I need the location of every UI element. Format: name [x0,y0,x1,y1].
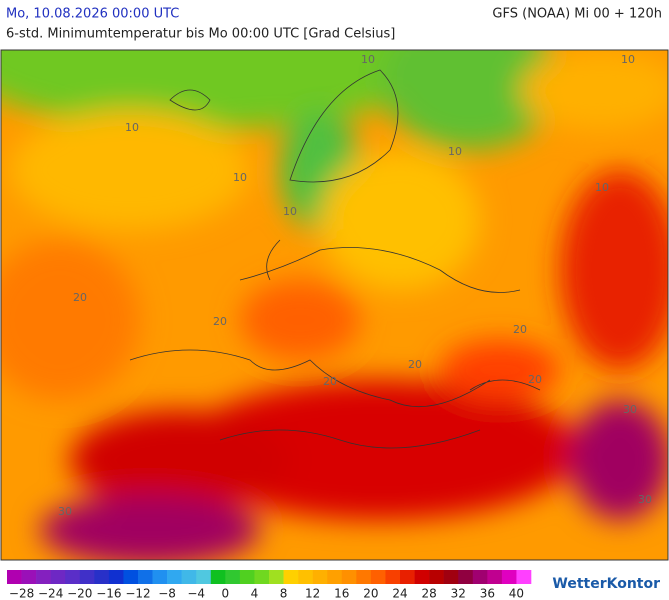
legend: −28 −24 −20 −16 −12 −8 −4 0 4 8 12 16 20 24 28 32 36 40 [7,570,532,600]
legend-swatch [94,570,110,584]
legend-swatch [341,570,357,584]
legend-label: 24 [392,587,407,600]
legend-swatch [50,570,66,584]
contour-label: 10 [448,145,462,158]
legend-swatch [254,570,270,584]
legend-label: 20 [363,587,378,600]
legend-swatch [385,570,401,584]
legend-label: −16 [96,587,121,600]
legend-swatch [312,570,328,584]
legend-label: −12 [125,587,150,600]
contour-label: 10 [125,121,139,134]
legend-swatch [370,570,386,584]
legend-swatch [400,570,415,584]
legend-swatch [123,570,139,584]
legend-label: −8 [158,587,176,600]
legend-label: 36 [480,587,495,600]
legend-swatch [429,570,444,584]
contour-label: 30 [58,505,72,518]
subtitle: 6-std. Minimumtemperatur bis Mo 00:00 UT… [6,27,395,42]
legend-label: −4 [187,587,205,600]
legend-swatch [487,570,503,584]
map-frame [0,49,669,561]
legend-label: 0 [222,587,230,600]
legend-swatch [458,570,474,584]
legend-swatch [138,570,153,584]
contour-label: 10 [233,171,247,184]
legend-swatch [79,570,95,584]
legend-label: 28 [421,587,436,600]
legend-swatch [210,570,226,584]
legend-swatch [7,570,22,584]
legend-swatch [239,570,255,584]
date: Mo, 10.08.2026 00:00 UTC [6,7,179,22]
contour-label: 20 [323,375,337,388]
legend-swatch [21,570,37,584]
legend-label: −20 [67,587,92,600]
legend-swatch [298,570,313,584]
legend-swatch [152,570,168,584]
legend-swatch [225,570,241,584]
legend-swatch [167,570,182,584]
contour-label: 10 [283,205,297,218]
contour-label: 20 [528,373,542,386]
legend-label: 4 [251,587,259,600]
legend-swatch [196,570,212,584]
contour-label: 20 [408,358,422,371]
contour-label: 20 [513,323,527,336]
legend-swatch [443,570,459,584]
legend-swatch [65,570,81,584]
logo: WetterKontor [552,576,660,592]
legend-swatch [108,570,124,584]
map [1,50,668,560]
legend-label: −24 [38,587,63,600]
legend-swatch [269,570,284,584]
legend-swatch [414,570,430,584]
legend-swatch [36,570,51,584]
contour-label: 10 [595,181,609,194]
legend-swatch [181,570,197,584]
contour-label: 10 [361,53,375,66]
legend-label: −28 [9,587,34,600]
legend-swatch [472,570,488,584]
legend-label: 16 [334,587,349,600]
model: GFS (NOAA) Mi 00 + 120h [492,7,662,22]
legend-swatch [516,570,532,584]
contour-label: 30 [623,403,637,416]
contour-label: 10 [621,53,635,66]
contour-label: 20 [73,291,87,304]
legend-label: 40 [509,587,524,600]
contour-label: 20 [213,315,227,328]
legend-swatch [501,570,517,584]
contour-label: 30 [638,493,652,506]
legend-label: 32 [451,587,466,600]
legend-label: 8 [280,587,288,600]
legend-swatch [327,570,343,584]
legend-label: 12 [305,587,320,600]
legend-swatch [283,570,299,584]
legend-swatch [356,570,372,584]
